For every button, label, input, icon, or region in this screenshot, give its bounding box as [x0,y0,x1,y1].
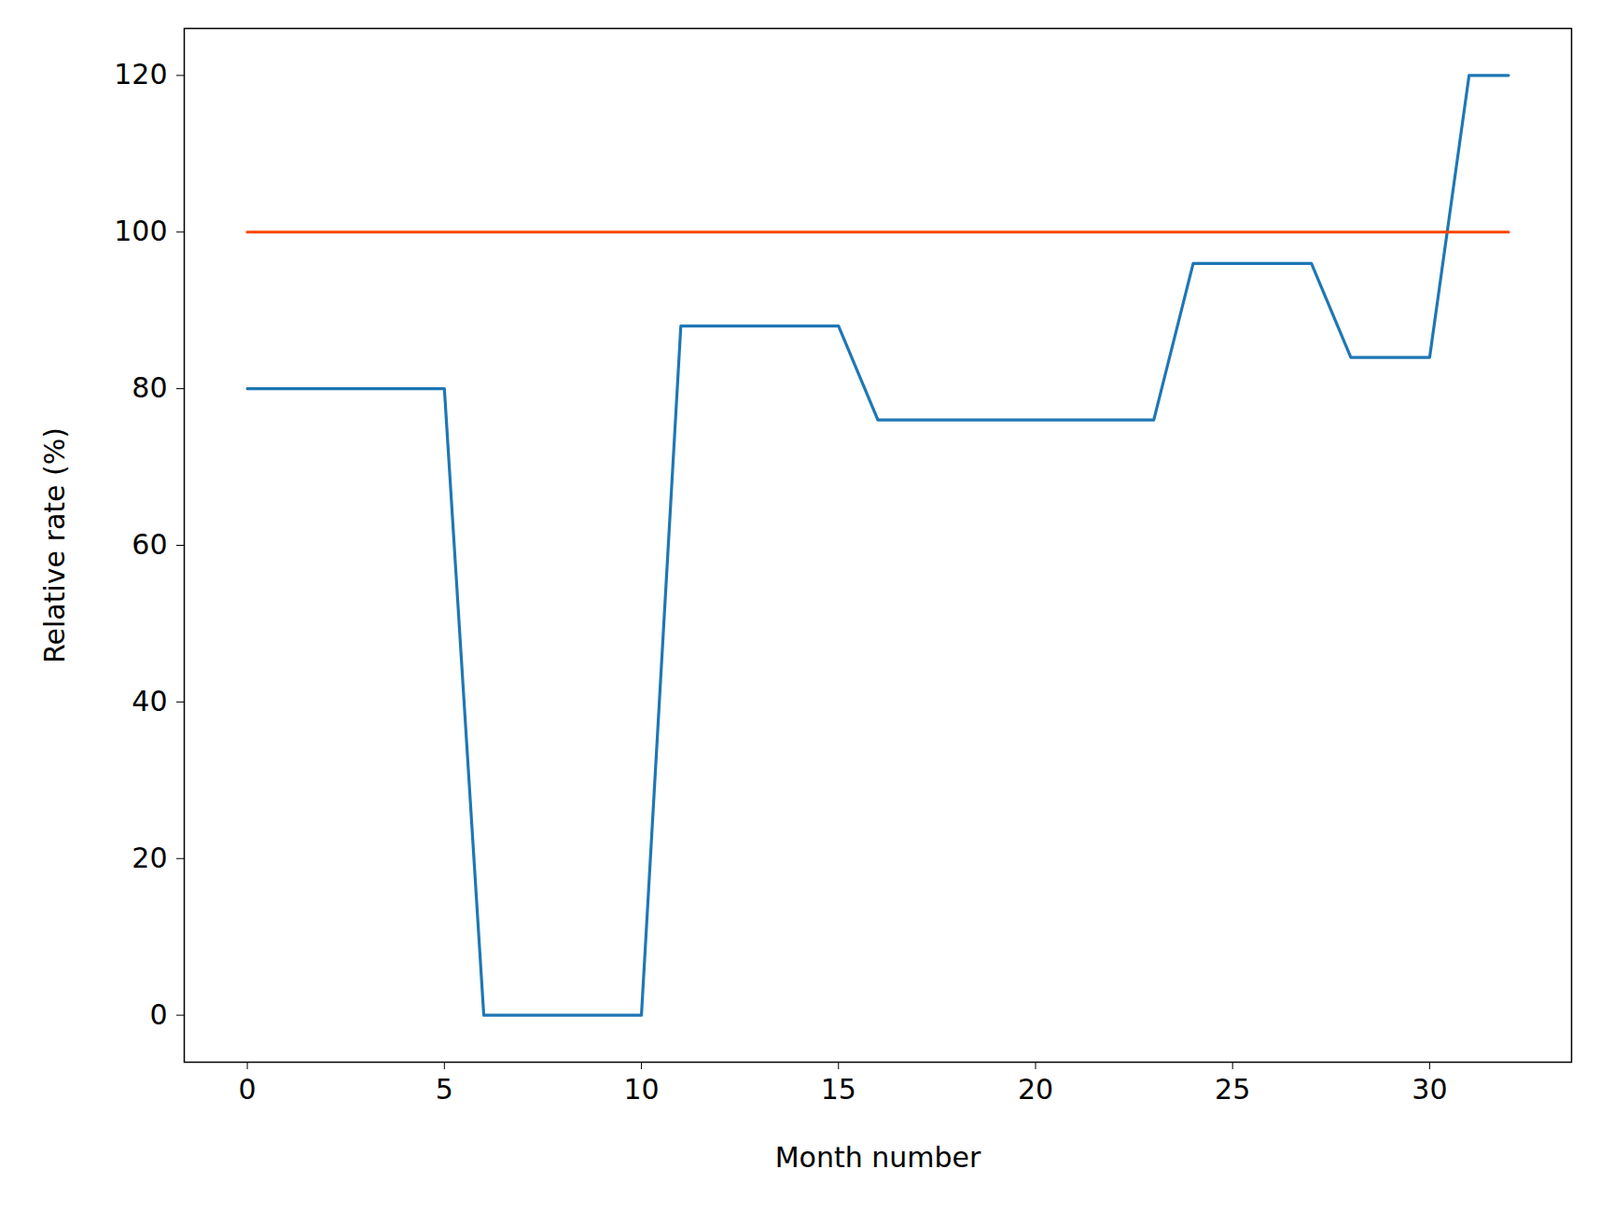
svg-text:Relative rate (%): Relative rate (%) [38,427,71,664]
svg-text:15: 15 [820,1072,857,1106]
svg-text:0: 0 [238,1072,257,1106]
svg-text:10: 10 [623,1072,659,1106]
svg-text:40: 40 [131,684,167,718]
svg-text:30: 30 [1411,1072,1447,1106]
svg-text:60: 60 [131,528,167,561]
svg-text:Month number: Month number [775,1140,982,1174]
svg-text:20: 20 [131,841,167,875]
svg-text:80: 80 [131,371,167,404]
svg-text:5: 5 [435,1072,454,1106]
svg-text:25: 25 [1214,1072,1251,1106]
svg-text:0: 0 [149,998,167,1031]
svg-text:100: 100 [113,214,167,248]
svg-text:20: 20 [1017,1072,1054,1106]
svg-text:120: 120 [113,57,167,91]
